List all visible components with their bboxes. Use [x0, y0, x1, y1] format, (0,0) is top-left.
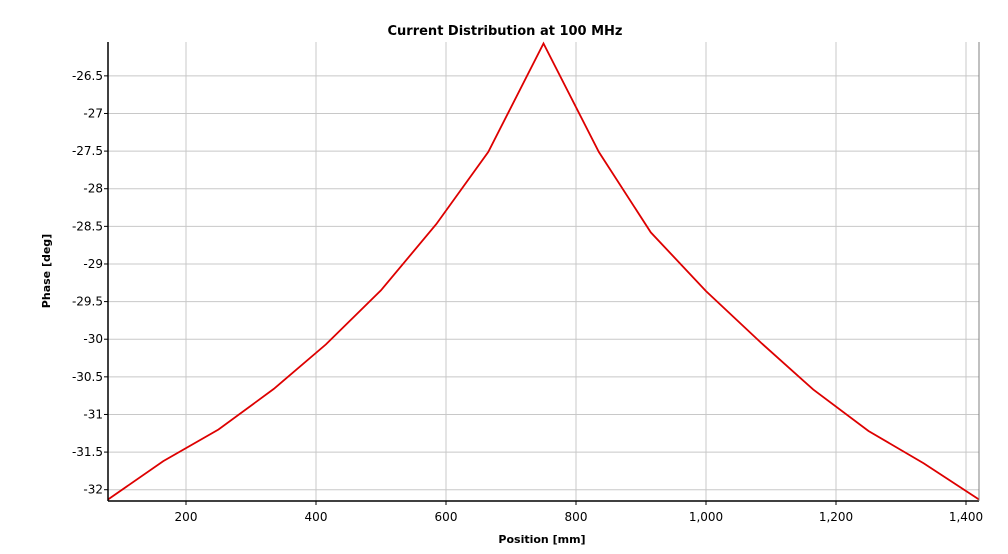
- x-tick-label: 600: [435, 510, 458, 524]
- tick-labels: 200 400 600 800 1,000 1,200 1,400 -26.5 -27 -27.5…: [72, 69, 983, 524]
- y-tick-label: -32: [83, 483, 103, 497]
- series-layer: [107, 41, 980, 501]
- y-axis-label: Phase [deg]: [40, 234, 53, 308]
- x-tick-label: 800: [565, 510, 588, 524]
- y-tick-label: -30.5: [72, 370, 103, 384]
- y-tick-label: -28: [83, 182, 103, 196]
- axes: [104, 42, 980, 505]
- x-tick-label: 200: [175, 510, 198, 524]
- y-tick-label: -29.5: [72, 295, 103, 309]
- y-tick-label: -28.5: [72, 219, 103, 233]
- x-tick-label: 1,200: [819, 510, 853, 524]
- y-tick-label: -26.5: [72, 69, 103, 83]
- y-tick-label: -30: [83, 332, 103, 346]
- y-tick-label: -31.5: [72, 445, 103, 459]
- x-tick-label: 400: [305, 510, 328, 524]
- x-tick-label: 1,000: [689, 510, 723, 524]
- x-axis-label: Position [mm]: [498, 533, 585, 546]
- y-tick-label: -27.5: [72, 144, 103, 158]
- plot-area: [108, 42, 979, 501]
- series-line-0: [107, 41, 980, 501]
- x-tick-label: 1,400: [949, 510, 983, 524]
- y-tick-label: -31: [83, 407, 103, 421]
- y-tick-label: -29: [83, 257, 103, 271]
- grid: [108, 42, 979, 501]
- y-tick-label: -27: [83, 106, 103, 120]
- chart-title: Current Distribution at 100 MHz: [388, 24, 623, 39]
